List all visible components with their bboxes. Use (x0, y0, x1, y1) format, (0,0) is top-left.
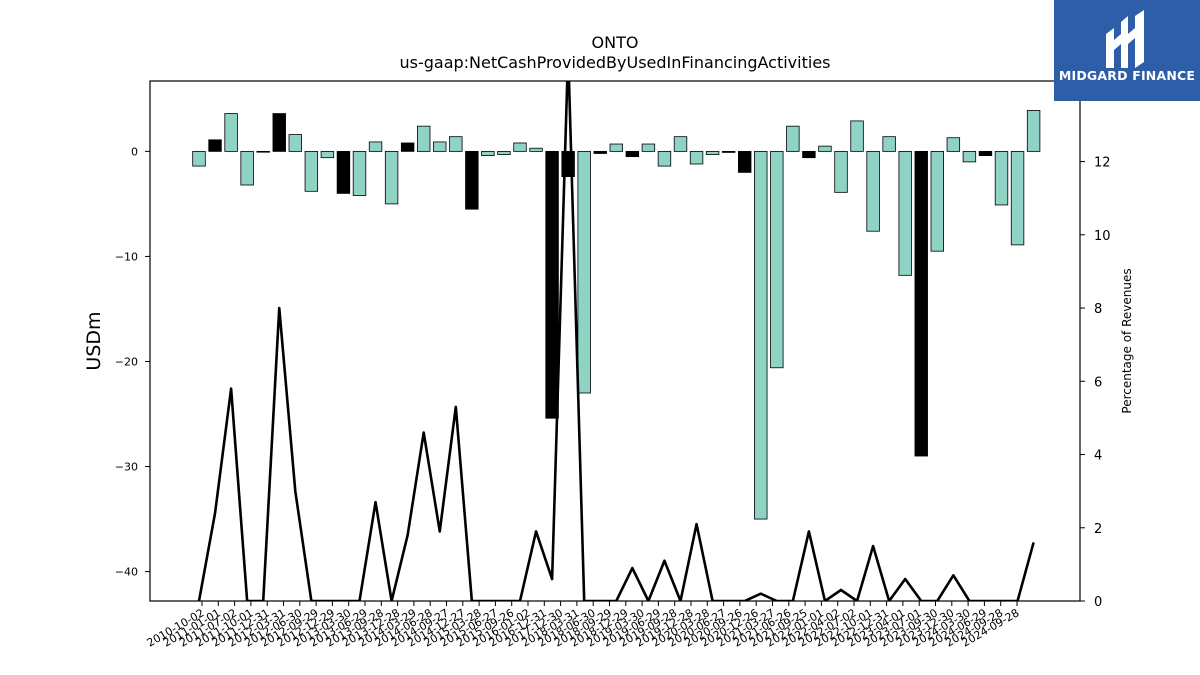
y-tick-label: 0 (131, 145, 138, 158)
bar (288, 134, 303, 152)
line-layer (197, 81, 1035, 601)
logo-text: MIDGARD FINANCE (1058, 68, 1196, 83)
bar (224, 113, 238, 152)
bar (256, 150, 270, 153)
bar (705, 150, 720, 155)
bar (689, 150, 704, 165)
bar (786, 125, 800, 152)
bar (930, 150, 945, 252)
bar (962, 150, 977, 163)
chart-title: ONTO (592, 33, 639, 52)
bar (272, 113, 286, 152)
y2-tick-label: 10 (1094, 229, 1111, 244)
bar (850, 120, 864, 152)
bar (400, 142, 415, 152)
bar (673, 136, 688, 152)
bar (352, 150, 367, 196)
bar (336, 150, 351, 194)
bar (192, 150, 206, 167)
bar (465, 150, 479, 210)
bar (641, 143, 656, 152)
bar (433, 141, 447, 152)
y-tick-label: −30 (115, 461, 138, 474)
bar (497, 150, 511, 155)
y2-tick-label: 2 (1094, 522, 1102, 537)
bar (513, 142, 527, 152)
y2-tick-label: 8 (1094, 302, 1102, 317)
plot-frame (149, 80, 1081, 602)
bar (384, 150, 399, 205)
bars (192, 110, 1041, 520)
bar (834, 150, 848, 193)
bar (914, 150, 928, 457)
bar (593, 150, 607, 154)
midgard-logo-mark-icon (1106, 10, 1144, 68)
bar (1026, 110, 1041, 152)
bar (818, 145, 832, 152)
y2-axis-label: Percentage of Revenues (1120, 268, 1134, 413)
bar (609, 143, 624, 152)
y-axis-label: USDm (83, 311, 105, 370)
bar (946, 137, 961, 152)
bar (1010, 150, 1025, 246)
bar (625, 150, 640, 158)
bar (882, 136, 896, 152)
bar (208, 139, 222, 152)
y2-tick-label: 6 (1094, 375, 1102, 390)
bar (545, 150, 559, 419)
y2-tick-label: 12 (1094, 156, 1111, 171)
midgard-finance-logo: MIDGARD FINANCE (1054, 0, 1200, 101)
bar (994, 150, 1009, 206)
bar (449, 136, 463, 152)
y-tick-label: −10 (115, 250, 138, 263)
bar (320, 150, 335, 159)
bar (738, 150, 752, 173)
bar (304, 150, 319, 192)
y-tick-label: −20 (115, 355, 138, 368)
bar (978, 150, 993, 156)
bar (577, 150, 591, 394)
bar (770, 150, 784, 369)
y-tick-label: −40 (115, 566, 138, 579)
bar (754, 150, 768, 520)
chart-subtitle: us-gaap:NetCashProvidedByUsedInFinancing… (399, 53, 830, 72)
bar (802, 150, 816, 159)
bar (529, 147, 543, 152)
bar (368, 141, 383, 152)
y2-tick-label: 0 (1094, 595, 1102, 610)
bar (481, 150, 495, 156)
x-axis: 2010-10-022011-01-012011-07-022011-10-01… (145, 601, 1022, 650)
bar (240, 150, 254, 186)
bar (866, 150, 880, 232)
y2-tick-label: 4 (1094, 449, 1102, 464)
y-axis-left: 0 −10 −20 −30 −40 (115, 145, 150, 579)
series-line (197, 81, 1035, 601)
bar (657, 150, 672, 167)
bar (898, 150, 912, 276)
y-axis-right: 02468101214 (1080, 82, 1111, 610)
bar (416, 125, 431, 152)
bar (721, 150, 736, 153)
